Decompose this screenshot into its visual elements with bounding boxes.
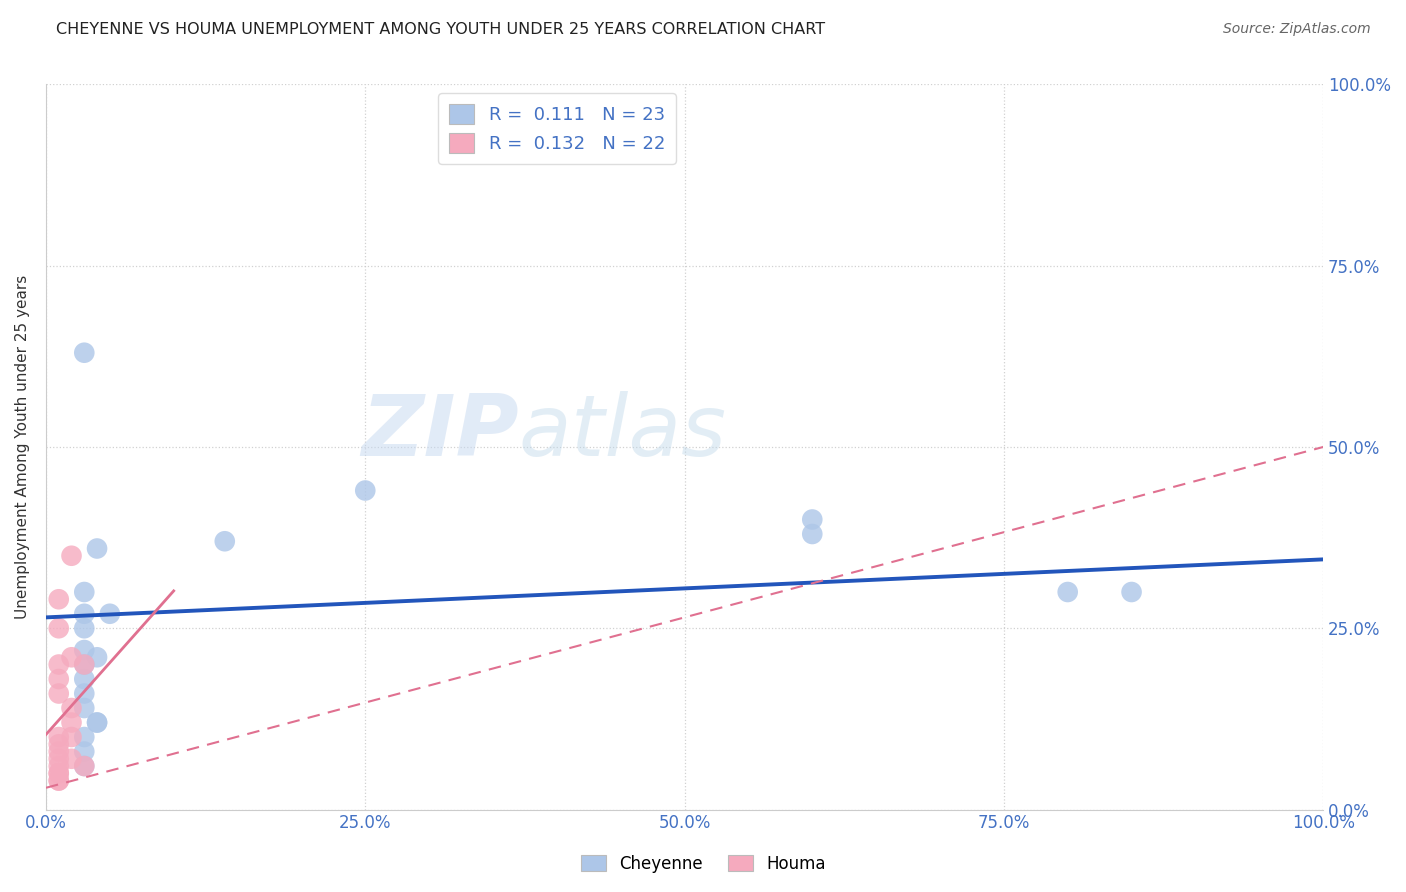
Point bbox=[354, 483, 377, 498]
Point bbox=[60, 701, 83, 715]
Point bbox=[48, 621, 70, 635]
Point bbox=[73, 345, 96, 359]
Point bbox=[60, 549, 83, 563]
Legend: R =  0.111   N = 23, R =  0.132   N = 22: R = 0.111 N = 23, R = 0.132 N = 22 bbox=[437, 94, 676, 164]
Point bbox=[801, 512, 824, 526]
Point bbox=[801, 527, 824, 541]
Point bbox=[48, 592, 70, 607]
Point bbox=[73, 686, 96, 700]
Point bbox=[86, 715, 108, 730]
Text: ZIP: ZIP bbox=[361, 391, 519, 474]
Point bbox=[86, 715, 108, 730]
Text: CHEYENNE VS HOUMA UNEMPLOYMENT AMONG YOUTH UNDER 25 YEARS CORRELATION CHART: CHEYENNE VS HOUMA UNEMPLOYMENT AMONG YOU… bbox=[56, 22, 825, 37]
Point bbox=[73, 621, 96, 635]
Point bbox=[48, 745, 70, 759]
Point bbox=[48, 766, 70, 780]
Point bbox=[214, 534, 236, 549]
Point bbox=[73, 643, 96, 657]
Point bbox=[48, 730, 70, 744]
Point bbox=[73, 672, 96, 686]
Point bbox=[73, 585, 96, 599]
Point bbox=[48, 773, 70, 788]
Point bbox=[73, 730, 96, 744]
Legend: Cheyenne, Houma: Cheyenne, Houma bbox=[574, 848, 832, 880]
Point bbox=[48, 672, 70, 686]
Point bbox=[48, 752, 70, 766]
Text: atlas: atlas bbox=[519, 391, 727, 474]
Point bbox=[48, 759, 70, 773]
Y-axis label: Unemployment Among Youth under 25 years: Unemployment Among Youth under 25 years bbox=[15, 275, 30, 619]
Point bbox=[73, 607, 96, 621]
Point bbox=[60, 650, 83, 665]
Point bbox=[86, 650, 108, 665]
Point bbox=[48, 773, 70, 788]
Point bbox=[86, 541, 108, 556]
Point bbox=[48, 766, 70, 780]
Point bbox=[73, 759, 96, 773]
Point bbox=[73, 759, 96, 773]
Point bbox=[48, 686, 70, 700]
Point bbox=[73, 657, 96, 672]
Point bbox=[1056, 585, 1078, 599]
Text: Source: ZipAtlas.com: Source: ZipAtlas.com bbox=[1223, 22, 1371, 37]
Point bbox=[60, 752, 83, 766]
Point bbox=[73, 701, 96, 715]
Point bbox=[73, 745, 96, 759]
Point bbox=[48, 737, 70, 751]
Point bbox=[1121, 585, 1143, 599]
Point bbox=[60, 730, 83, 744]
Point bbox=[48, 657, 70, 672]
Point bbox=[73, 657, 96, 672]
Point bbox=[60, 715, 83, 730]
Point bbox=[98, 607, 121, 621]
